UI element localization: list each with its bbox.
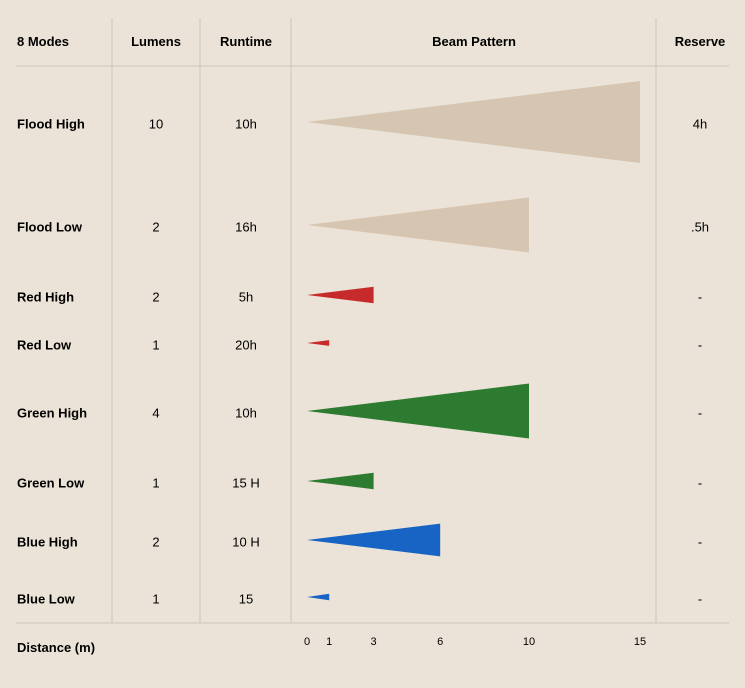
distance-tick-label: 10 — [523, 636, 535, 648]
header-modes: 8 Modes — [17, 34, 69, 49]
lumens-value: 4 — [152, 406, 159, 421]
lumens-value: 1 — [152, 476, 159, 491]
distance-tick-label: 1 — [326, 636, 332, 648]
runtime-value: 15 H — [232, 476, 259, 491]
runtime-value: 10 H — [232, 535, 259, 550]
beam-triangle — [307, 383, 529, 439]
beam-triangle — [307, 523, 441, 557]
distance-axis-title: Distance (m) — [17, 640, 95, 655]
runtime-value: 16h — [235, 220, 257, 235]
mode-row: Green High 4 10h - — [17, 383, 702, 439]
mode-label: Flood Low — [17, 220, 83, 235]
runtime-value: 10h — [235, 406, 257, 421]
reserve-value: - — [698, 338, 702, 353]
mode-label: Blue High — [17, 535, 78, 550]
beam-triangle — [307, 286, 374, 304]
header-beam-pattern: Beam Pattern — [432, 34, 516, 49]
mode-label: Green Low — [17, 476, 85, 491]
mode-row: Red Low 1 20h - — [17, 338, 702, 353]
runtime-value: 20h — [235, 338, 257, 353]
distance-tick-label: 6 — [437, 636, 443, 648]
mode-row: Blue Low 1 15 - — [17, 592, 702, 607]
reserve-value: - — [698, 476, 702, 491]
reserve-value: - — [698, 592, 702, 607]
reserve-value: 4h — [693, 117, 707, 132]
lumens-value: 2 — [152, 220, 159, 235]
distance-ticks: 0 1 3 6 10 15 — [304, 636, 646, 648]
mode-label: Blue Low — [17, 592, 76, 607]
runtime-value: 10h — [235, 117, 257, 132]
lumens-value: 1 — [152, 338, 159, 353]
distance-tick-label: 3 — [371, 636, 377, 648]
mode-row: Green Low 1 15 H - — [17, 472, 702, 491]
mode-row: Flood High 10 10h 4h — [17, 81, 707, 163]
reserve-value: .5h — [691, 220, 709, 235]
distance-tick-label: 15 — [634, 636, 646, 648]
header-lumens: Lumens — [131, 34, 181, 49]
mode-label: Flood High — [17, 117, 85, 132]
beam-triangle — [307, 197, 529, 253]
mode-label: Red Low — [17, 338, 72, 353]
reserve-value: - — [698, 290, 702, 305]
lumens-value: 2 — [152, 535, 159, 550]
mode-row: Blue High 2 10 H - — [17, 523, 702, 557]
mode-label: Green High — [17, 406, 87, 421]
mode-label: Red High — [17, 290, 74, 305]
mode-row: Red High 2 5h - — [17, 286, 702, 305]
runtime-value: 15 — [239, 592, 253, 607]
mode-row: Flood Low 2 16h .5h — [17, 197, 709, 253]
header-runtime: Runtime — [220, 34, 272, 49]
mode-rows: Flood High 10 10h 4h Flood Low 2 16h .5h Red Hig… — [17, 81, 709, 607]
lumens-value: 1 — [152, 592, 159, 607]
beam-triangle — [307, 472, 374, 490]
runtime-value: 5h — [239, 290, 253, 305]
reserve-value: - — [698, 535, 702, 550]
distance-tick-label: 0 — [304, 636, 310, 648]
lumens-value: 2 — [152, 290, 159, 305]
beam-triangle — [307, 81, 640, 163]
lumens-value: 10 — [149, 117, 163, 132]
header-reserve: Reserve — [675, 34, 726, 49]
beam-triangle — [307, 593, 330, 601]
reserve-value: - — [698, 406, 702, 421]
beam-triangle — [307, 340, 330, 346]
